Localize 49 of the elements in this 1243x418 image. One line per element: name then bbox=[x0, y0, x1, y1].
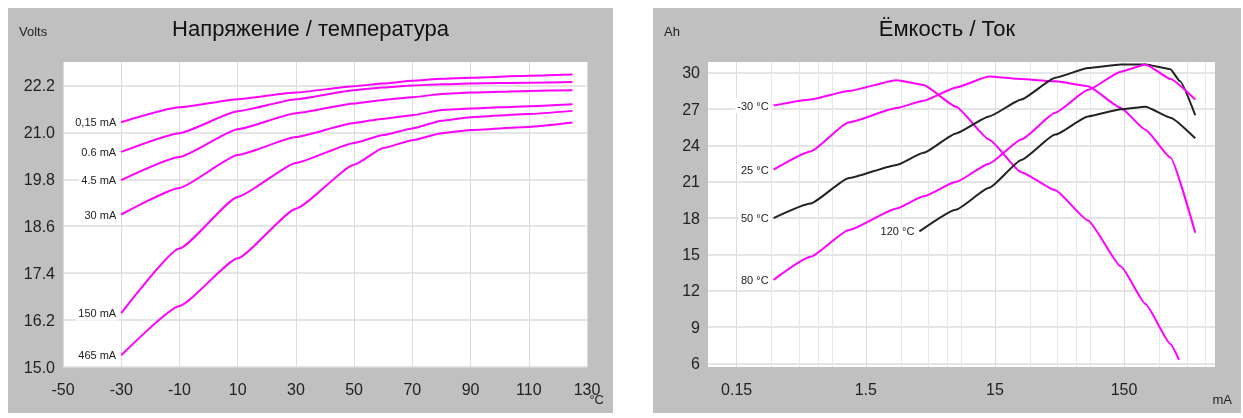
series-label: 120 °C bbox=[880, 225, 915, 238]
y-tick-label: 15 bbox=[682, 245, 701, 263]
line-series bbox=[120, 103, 574, 216]
x-tick-label: 0.15 bbox=[721, 380, 753, 398]
x-tick-label: 110 bbox=[516, 380, 542, 398]
y-tick-label: 30 bbox=[682, 64, 701, 82]
series-label: 50 °C bbox=[740, 212, 769, 225]
x-tick-label: 30 bbox=[286, 380, 305, 398]
line-series bbox=[120, 121, 574, 357]
series-label: 30 mA bbox=[84, 208, 117, 221]
chart-title: Ёмкость / Ток bbox=[878, 15, 1016, 41]
x-tick-label: 50 bbox=[345, 380, 364, 398]
x-tick-label: -50 bbox=[51, 380, 75, 398]
y-tick-label: 22.2 bbox=[23, 76, 56, 94]
y-tick-label: 16.2 bbox=[23, 311, 56, 329]
series-label: 0,15 mA bbox=[75, 116, 117, 129]
series-label: 4.5 mA bbox=[81, 174, 117, 187]
y-tick-label: 12 bbox=[682, 282, 701, 300]
x-tick-label: 150 bbox=[1110, 380, 1138, 398]
x-axis-title: mA bbox=[1212, 392, 1233, 407]
x-tick-label: -10 bbox=[167, 380, 192, 398]
y-tick-label: 18 bbox=[682, 209, 701, 227]
line-series bbox=[120, 89, 574, 182]
series-label: 150 mA bbox=[78, 307, 117, 320]
y-tick-label: 21 bbox=[682, 173, 701, 191]
series-label: 80 °C bbox=[740, 273, 769, 286]
y-axis-title: Volts bbox=[19, 24, 48, 39]
x-tick-label: 70 bbox=[403, 380, 422, 398]
series-label: 0.6 mA bbox=[81, 145, 117, 158]
series-label: 25 °C bbox=[740, 163, 769, 176]
line-series bbox=[120, 109, 574, 315]
x-tick-label: 90 bbox=[461, 380, 480, 398]
y-tick-label: 24 bbox=[682, 137, 701, 155]
y-tick-label: 18.6 bbox=[23, 217, 56, 235]
x-tick-label: 10 bbox=[228, 380, 247, 398]
y-tick-label: 21.0 bbox=[23, 123, 56, 141]
series-label: -30 °C bbox=[737, 99, 769, 112]
y-tick-label: 19.8 bbox=[23, 170, 56, 188]
y-tick-label: 9 bbox=[691, 318, 701, 336]
y-tick-label: 17.4 bbox=[23, 264, 56, 282]
series-label: 465 mA bbox=[78, 349, 117, 362]
x-tick-label: -30 bbox=[109, 380, 133, 398]
y-tick-label: 15.0 bbox=[23, 358, 56, 376]
chart-title: Напряжение / температура bbox=[172, 15, 450, 41]
x-tick-label: 1.5 bbox=[854, 380, 877, 398]
y-tick-label: 27 bbox=[682, 100, 701, 118]
x-tick-label: 15 bbox=[985, 380, 1004, 398]
y-axis-title: Ah bbox=[664, 24, 680, 39]
y-tick-label: 6 bbox=[691, 354, 701, 372]
